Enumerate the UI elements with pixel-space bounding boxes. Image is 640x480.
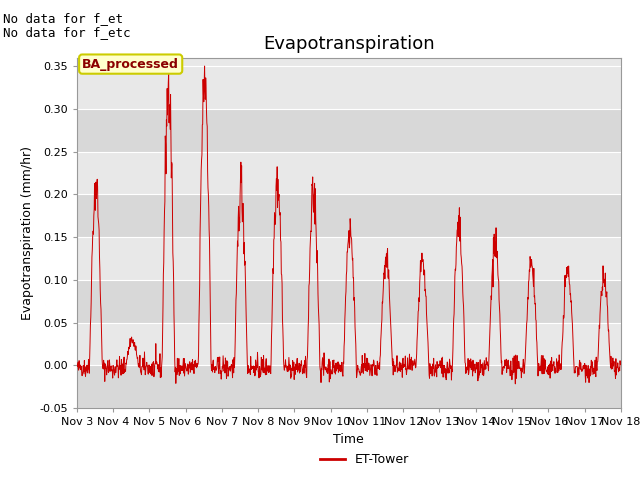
Bar [77,323,621,365]
Bar [77,237,621,280]
Text: BA_processed: BA_processed [82,58,179,71]
X-axis label: Time: Time [333,432,364,445]
Legend: ET-Tower: ET-Tower [315,448,415,471]
Title: Evapotranspiration: Evapotranspiration [263,35,435,53]
Text: No data for f_etc: No data for f_etc [3,26,131,39]
Text: No data for f_et: No data for f_et [3,12,123,25]
Bar [77,66,621,109]
Bar [77,280,621,323]
Bar [77,152,621,194]
Y-axis label: Evapotranspiration (mm/hr): Evapotranspiration (mm/hr) [20,146,33,320]
Bar [77,365,621,408]
Bar [77,109,621,152]
Bar [77,194,621,237]
